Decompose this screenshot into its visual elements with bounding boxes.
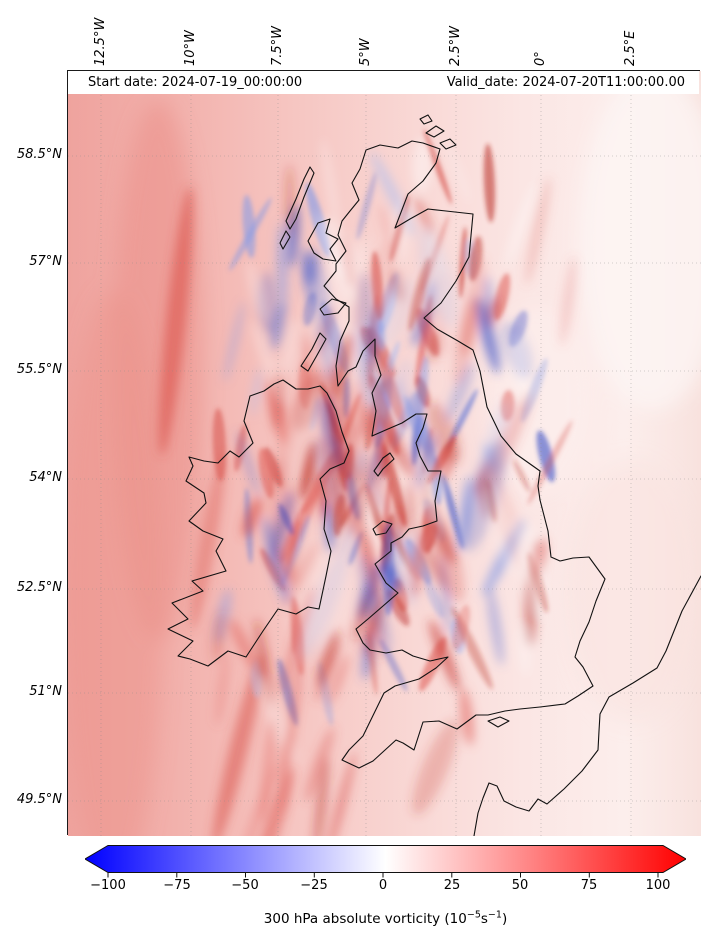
vorticity-fine-streaks [211, 138, 548, 836]
colorbar-tick-label: 0 [378, 878, 388, 893]
lat-tick-label: 49.5°N [16, 792, 62, 807]
lat-tick-label: 58.5°N [16, 147, 62, 162]
coastline-skye [307, 218, 339, 262]
lon-tick-label: 7.5°W [270, 25, 285, 66]
coastline-isle-of-wight [487, 716, 510, 728]
colorbar-tick-label: −75 [163, 878, 191, 893]
coastline-orkney [439, 138, 457, 150]
coastline-continental-europe [473, 575, 701, 836]
caption-text: 300 hPa absolute vorticity (10 [263, 911, 467, 927]
lon-tick-label: 5°W [358, 38, 373, 66]
valid-date-label: Valid_date: 2024-07-20T11:00:00.00 [446, 75, 685, 90]
colorbar-gradient-bar [85, 845, 686, 873]
title-strip: Start date: 2024-07-19_00:00:00 Valid_da… [68, 71, 699, 94]
lat-tick-label: 51°N [29, 684, 62, 699]
coastline-outer-hebrides [285, 166, 315, 230]
colorbar-tick-label: 100 [645, 878, 671, 893]
start-date-label: Start date: 2024-07-19_00:00:00 [88, 75, 303, 90]
caption-exponent: −5 [466, 909, 481, 921]
colorbar-tick-label: −25 [300, 878, 328, 893]
lon-tick-label: 12.5°W [93, 17, 108, 66]
map-axes: Start date: 2024-07-19_00:00:00 Valid_da… [67, 70, 701, 836]
lat-tick-label: 57°N [29, 254, 62, 269]
colorbar-tick-label: 25 [443, 878, 461, 893]
coastline-isle-of-man [373, 452, 395, 477]
colorbar-tick-label: 75 [580, 878, 598, 893]
lat-tick-label: 54°N [29, 470, 62, 485]
lat-tick-label: 55.5°N [16, 362, 62, 377]
coastline-orkney [419, 114, 433, 125]
colorbar-caption: 300 hPa absolute vorticity (10−5s−1) [53, 910, 716, 928]
vorticity-map [68, 71, 701, 836]
coastline-mull [319, 298, 347, 316]
coastline-anglesey [372, 520, 393, 536]
coastline-outer-hebrides [279, 230, 291, 250]
coastline-ireland [167, 379, 350, 667]
colorbar-tick-label: 50 [511, 878, 529, 893]
caption-text: s [480, 911, 488, 927]
caption-text: ) [501, 911, 508, 927]
colorbar-tick-marks [107, 872, 659, 878]
lat-tick-label: 52.5°N [16, 580, 62, 595]
lon-tick-label: 2.5°E [623, 30, 638, 66]
colorbar [85, 845, 686, 878]
coastline-islay-jura [300, 332, 327, 372]
lon-tick-label: 0° [533, 51, 548, 66]
coastline-great-britain [323, 140, 606, 769]
colorbar-tick-label: −100 [90, 878, 126, 893]
coastlines [167, 114, 701, 836]
lon-tick-label: 2.5°W [448, 25, 463, 66]
caption-exponent: −1 [487, 909, 502, 921]
colorbar-tick-label: −50 [231, 878, 259, 893]
coastline-orkney [425, 125, 445, 138]
lon-tick-label: 10°W [183, 30, 198, 66]
